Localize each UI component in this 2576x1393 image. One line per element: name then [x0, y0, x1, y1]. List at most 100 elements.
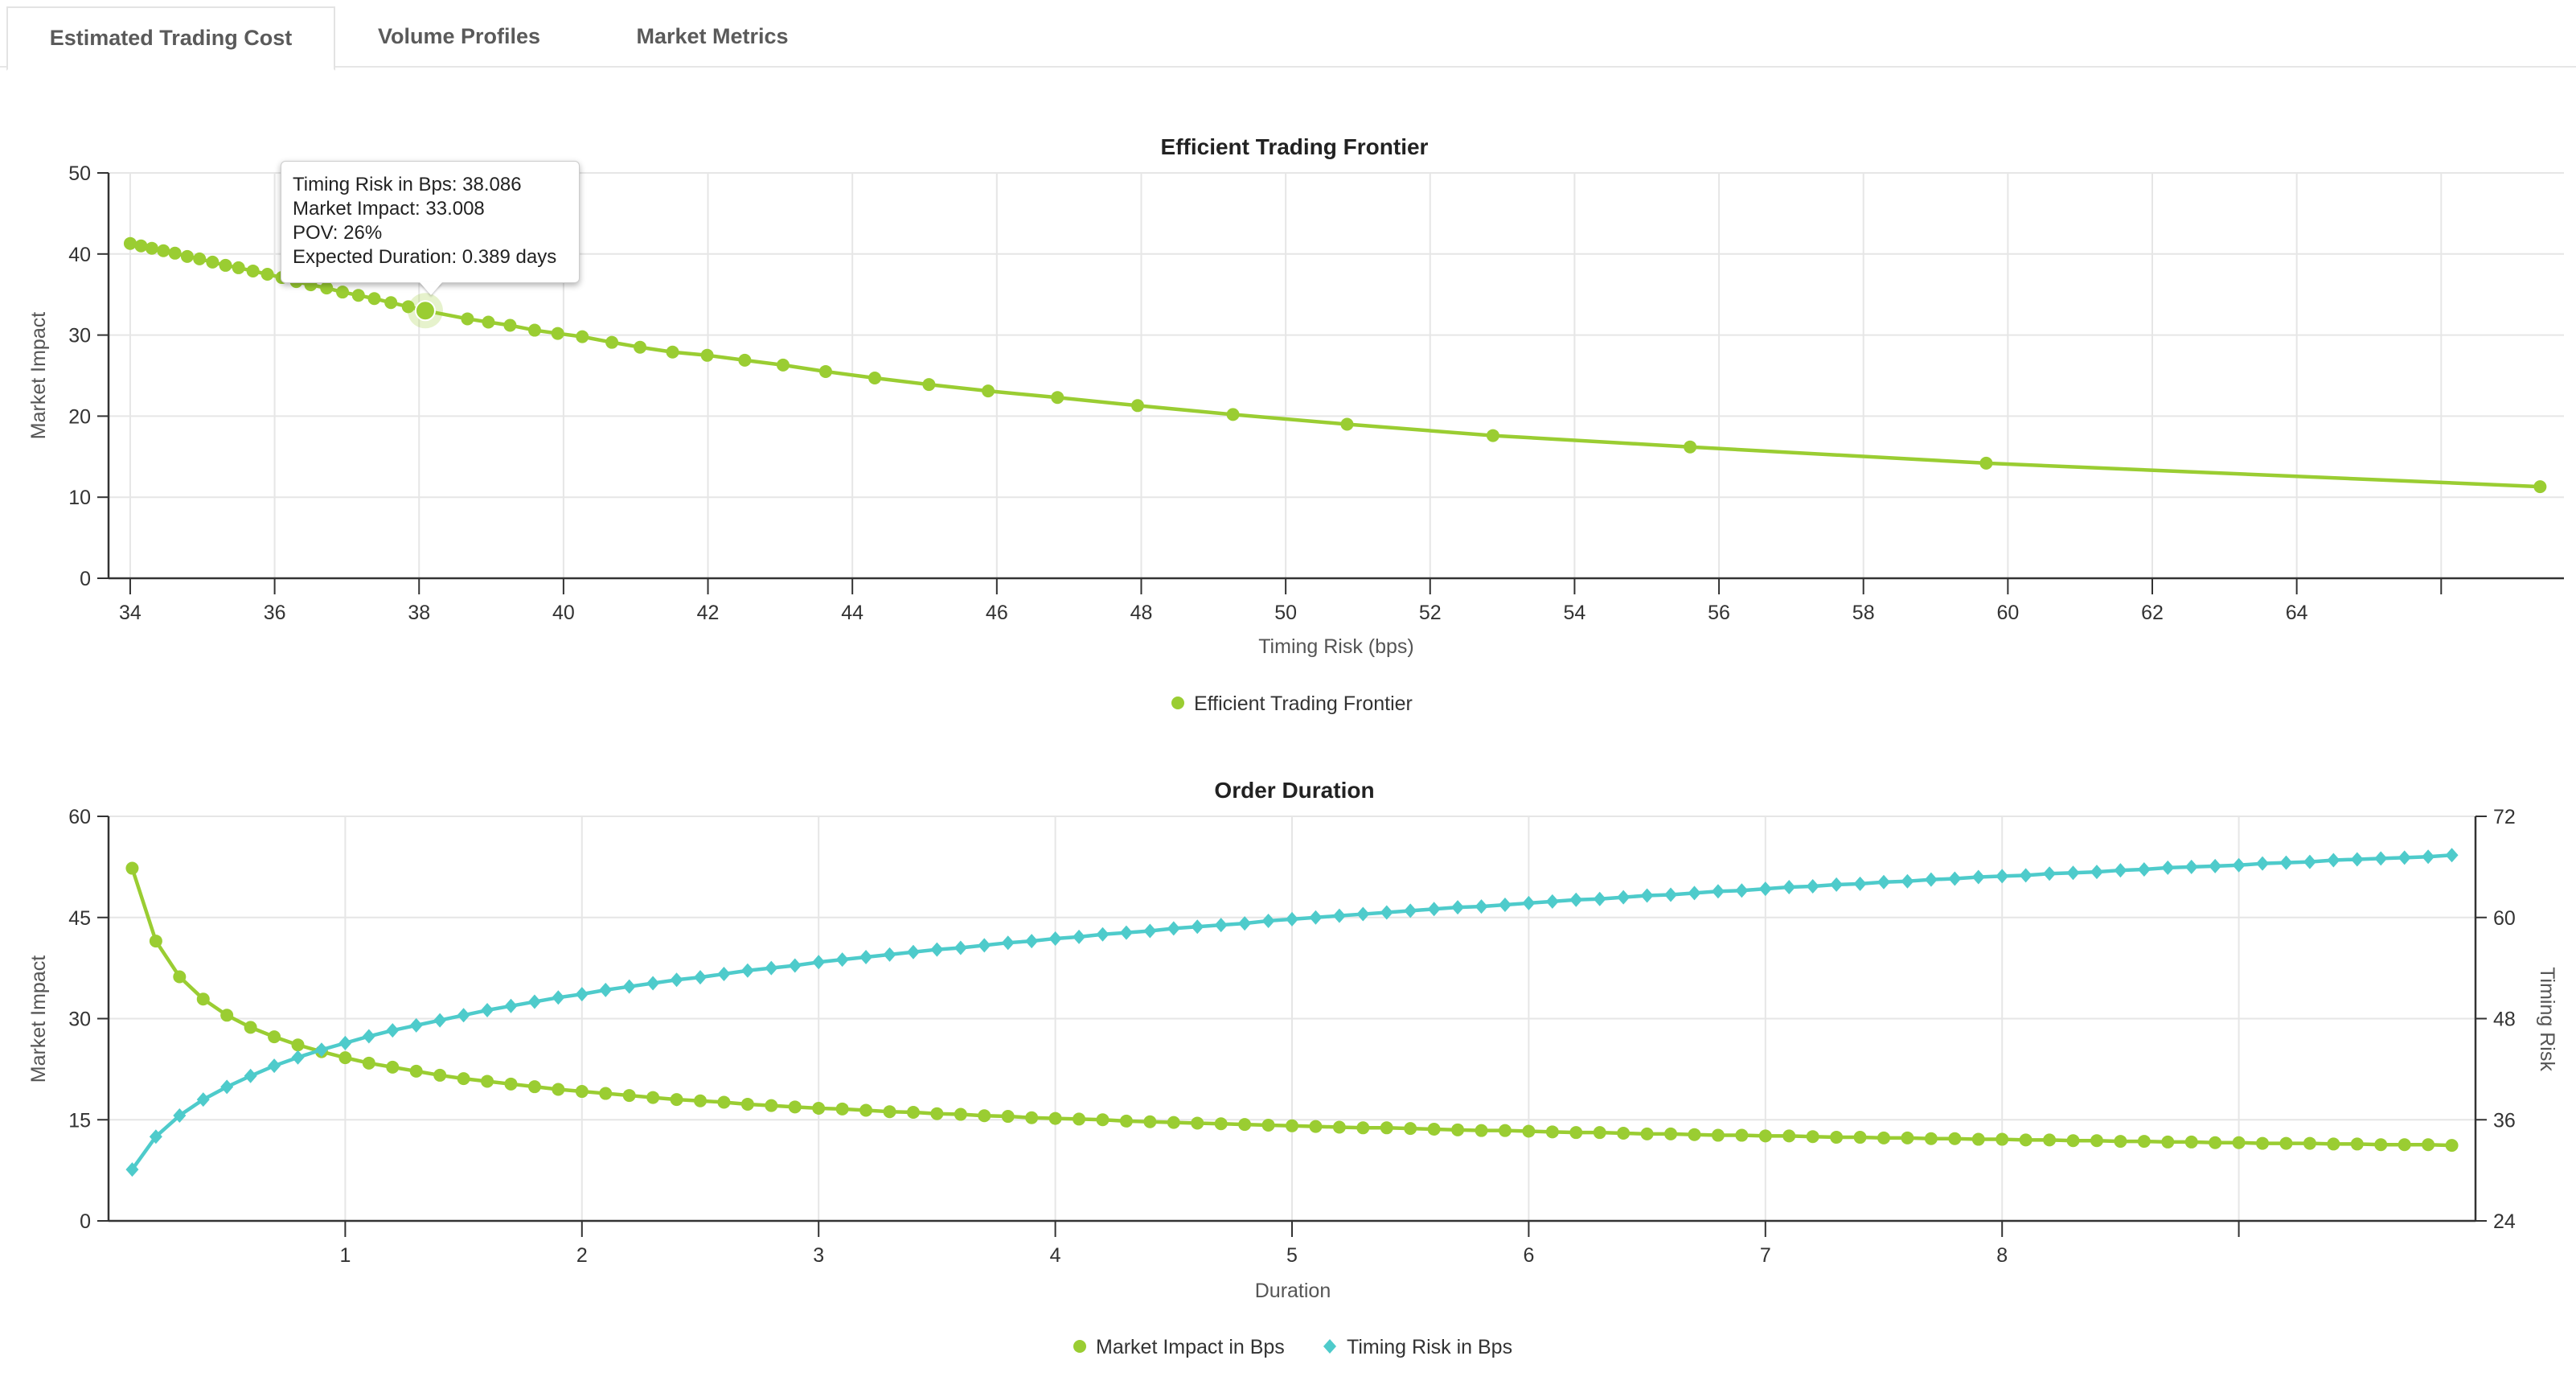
data-point	[670, 1093, 683, 1107]
data-point	[336, 286, 350, 299]
data-point	[2327, 1137, 2340, 1151]
data-point	[859, 950, 873, 965]
data-point	[527, 994, 541, 1009]
data-point	[552, 1083, 565, 1096]
data-point	[291, 1038, 305, 1052]
data-point	[2209, 1136, 2222, 1149]
x-tick-label: 38	[408, 602, 430, 624]
data-point	[220, 1009, 234, 1022]
data-point	[504, 998, 518, 1013]
data-point	[351, 289, 365, 302]
data-point	[1664, 1127, 1678, 1140]
x-tick-label: 5	[1286, 1244, 1298, 1267]
legend-item-market-impact[interactable]: Market Impact in Bps	[1073, 1336, 1285, 1358]
data-point	[503, 318, 517, 332]
data-point	[1711, 884, 1725, 899]
data-point	[362, 1029, 375, 1044]
data-point	[1877, 1131, 1890, 1144]
data-point	[2327, 853, 2340, 868]
data-point	[1451, 1123, 1465, 1136]
data-point	[930, 1107, 944, 1120]
data-point	[220, 1079, 234, 1095]
data-point	[812, 1101, 826, 1115]
tab-market-metrics[interactable]: Market Metrics	[636, 24, 789, 48]
x-axis-title: Timing Risk (bps)	[1258, 635, 1414, 658]
legend-label: Efficient Trading Frontier	[1194, 692, 1413, 715]
data-point	[576, 330, 589, 343]
data-point	[1782, 1129, 1796, 1143]
data-point	[1261, 913, 1275, 928]
data-point	[1475, 1124, 1488, 1137]
data-point	[125, 1162, 139, 1177]
y2-axis-title: Timing Risk	[2536, 967, 2558, 1071]
legend-label: Market Impact in Bps	[1096, 1336, 1285, 1358]
y-tick-label: 0	[80, 1210, 91, 1233]
data-point	[2445, 1139, 2459, 1153]
data-point	[196, 1092, 210, 1107]
data-point	[2043, 866, 2057, 881]
data-point	[1073, 929, 1086, 944]
data-point	[1025, 1111, 1039, 1124]
legend-diamond-icon	[1323, 1339, 1336, 1354]
data-point	[193, 252, 207, 265]
data-point	[1356, 1121, 1370, 1135]
data-point	[1309, 910, 1323, 925]
data-point	[1996, 869, 2009, 884]
data-point	[196, 992, 210, 1006]
data-point	[694, 970, 707, 985]
data-point	[1332, 1120, 1346, 1134]
data-point	[1340, 417, 1354, 431]
y2-tick-label: 48	[2493, 1009, 2516, 1031]
data-point	[740, 963, 754, 978]
tab-volume-profiles[interactable]: Volume Profiles	[377, 24, 541, 48]
data-point	[457, 1008, 470, 1023]
data-point	[694, 1094, 707, 1107]
legend-label: Timing Risk in Bps	[1347, 1336, 1512, 1358]
y-axis-title: Market Impact	[27, 955, 50, 1083]
legend-item-timing-risk[interactable]: Timing Risk in Bps	[1323, 1336, 1512, 1358]
data-point	[1486, 429, 1499, 442]
data-point	[1214, 1117, 1228, 1131]
data-point	[1238, 1118, 1252, 1132]
y-tick-label: 15	[68, 1109, 91, 1132]
series-timing-risk-in-bps	[125, 848, 2459, 1177]
data-point	[599, 1087, 613, 1100]
legend-circle-icon	[1171, 696, 1184, 709]
data-point	[1593, 1126, 1606, 1140]
data-point	[868, 372, 882, 385]
tooltip-market-impact: Market Impact: 33.008	[293, 198, 485, 220]
x-tick-label: 7	[1760, 1244, 1771, 1267]
data-point	[717, 966, 731, 981]
data-point	[168, 246, 182, 260]
data-point	[1948, 871, 1962, 886]
data-point	[818, 364, 832, 378]
data-point	[2279, 1136, 2293, 1150]
data-point	[134, 239, 148, 253]
data-point	[599, 982, 613, 997]
legend-item-efficient-trading-frontier[interactable]: Efficient Trading Frontier	[1171, 692, 1413, 715]
data-point	[1853, 876, 1867, 891]
y2-tick-label: 72	[2493, 806, 2516, 828]
y-tick-label: 0	[80, 568, 91, 590]
data-point	[2114, 863, 2127, 878]
data-point	[575, 1085, 589, 1099]
data-point	[1948, 1132, 1962, 1145]
data-point	[409, 1064, 423, 1078]
data-point	[206, 255, 219, 269]
data-point	[1286, 1119, 1298, 1132]
data-point	[2398, 1138, 2411, 1152]
data-point	[776, 358, 790, 372]
data-point	[1025, 934, 1039, 949]
data-point	[1688, 886, 1701, 901]
data-point	[2066, 865, 2080, 881]
data-point	[433, 1068, 447, 1082]
data-point	[1226, 408, 1240, 421]
data-point	[666, 345, 679, 359]
y-tick-label: 40	[68, 244, 91, 266]
data-point	[1167, 921, 1180, 936]
data-point	[173, 1108, 187, 1124]
tab-estimated-trading-cost[interactable]: Estimated Trading Cost	[6, 6, 335, 71]
data-point	[2066, 1134, 2080, 1148]
x-tick-label: 4	[1050, 1244, 1061, 1267]
